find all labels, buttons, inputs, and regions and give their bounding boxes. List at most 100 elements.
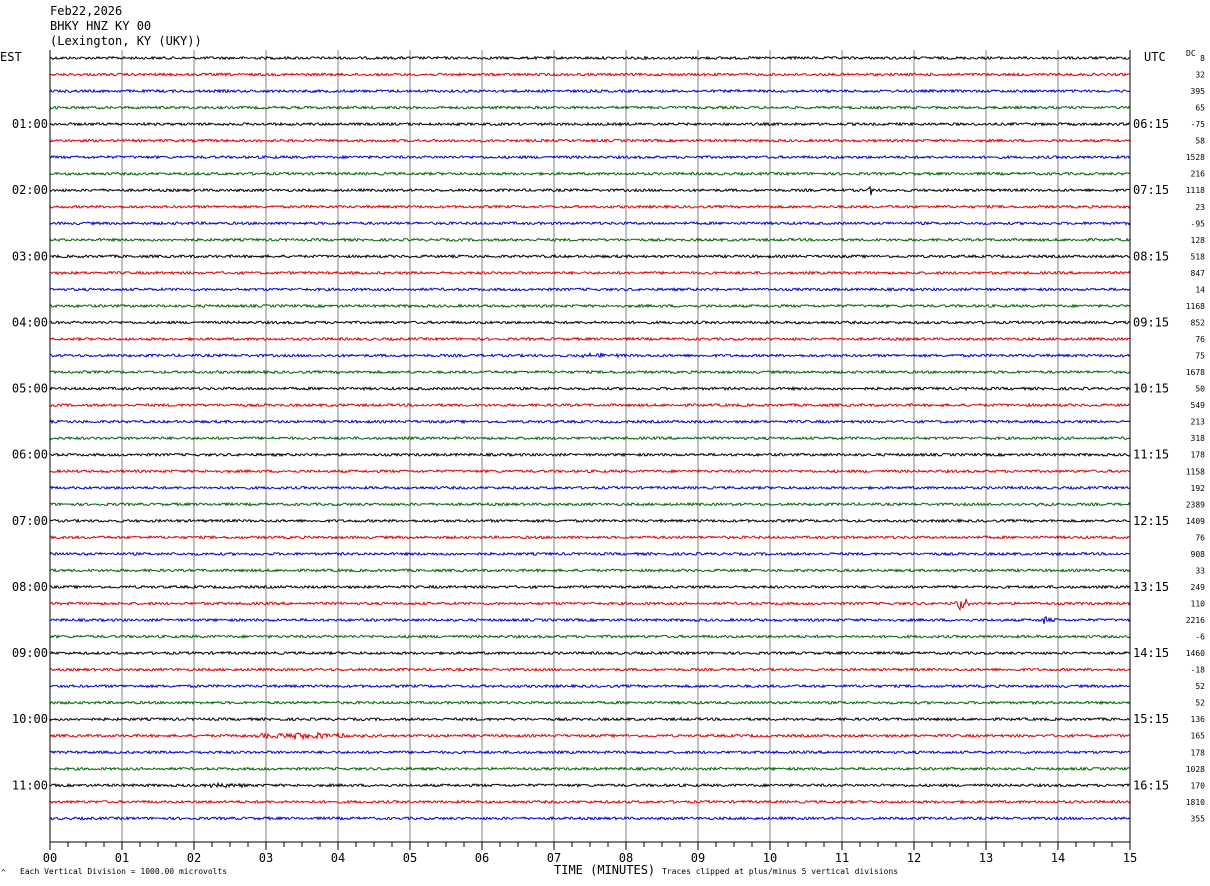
- dc-offset-label: 1118: [1186, 186, 1205, 195]
- hour-label-right: 11:15: [1133, 448, 1169, 462]
- dc-offset-label: 908: [1191, 550, 1206, 559]
- dc-offset-label: 33: [1195, 566, 1205, 575]
- x-tick-label: 00: [43, 851, 57, 865]
- dc-offset-label: -95: [1191, 219, 1206, 228]
- dc-offset-label: 110: [1191, 599, 1206, 608]
- hour-label-right: 07:15: [1133, 183, 1169, 197]
- x-tick-label: 11: [835, 851, 849, 865]
- dc-offset-label: 32: [1195, 71, 1205, 80]
- dc-offset-label: 395: [1191, 87, 1206, 96]
- trace-32: [49, 584, 1131, 590]
- dc-offset-label: 52: [1195, 699, 1205, 708]
- trace-3: [49, 105, 1131, 111]
- hour-label-right: 15:15: [1133, 712, 1169, 726]
- trace-20: [49, 386, 1131, 392]
- x-tick-label: 15: [1123, 851, 1137, 865]
- trace-42: [49, 749, 1131, 755]
- clip-note: Traces clipped at plus/minus 5 vertical …: [662, 867, 899, 876]
- trace-11: [49, 237, 1131, 243]
- x-tick-label: 13: [979, 851, 993, 865]
- trace-0: [49, 55, 1131, 61]
- trace-41: [49, 731, 1131, 741]
- hour-label-right: 10:15: [1133, 382, 1169, 396]
- hour-label-right: 09:15: [1133, 315, 1169, 329]
- trace-30: [49, 551, 1131, 557]
- dc-offset-label: 213: [1191, 418, 1206, 427]
- trace-16: [49, 319, 1131, 325]
- dc-offset-label: 518: [1191, 252, 1206, 261]
- dc-offset-label: 76: [1195, 533, 1205, 542]
- trace-23: [49, 435, 1131, 441]
- x-axis-title: TIME (MINUTES): [554, 863, 656, 877]
- hour-label-right: 12:15: [1133, 514, 1169, 528]
- dc-offset-label: 2216: [1186, 616, 1205, 625]
- x-tick-label: 09: [691, 851, 705, 865]
- x-tick-label: 04: [331, 851, 345, 865]
- trace-6: [49, 154, 1131, 160]
- trace-18: [49, 351, 1131, 359]
- trace-14: [49, 286, 1131, 292]
- hour-label-left: 05:00: [12, 382, 48, 396]
- dc-offset-label: 1528: [1186, 153, 1205, 162]
- dc-offset-label: 14: [1195, 285, 1205, 294]
- trace-24: [49, 452, 1131, 458]
- dc-offset-label: -18: [1191, 666, 1206, 675]
- trace-31: [49, 567, 1131, 574]
- dc-offset-label: 1168: [1186, 302, 1205, 311]
- dc-offset-label: 1810: [1186, 798, 1205, 807]
- left-timezone-label: EST: [0, 50, 22, 64]
- dc-offset-label: 216: [1191, 170, 1206, 179]
- dc-offset-label: 8: [1200, 54, 1205, 63]
- dc-offset-label: 170: [1191, 781, 1206, 790]
- trace-13: [49, 270, 1131, 276]
- dc-offset-label: 249: [1191, 583, 1206, 592]
- trace-46: [49, 815, 1131, 821]
- trace-39: [49, 700, 1131, 706]
- axis-labels: EST UTC DC 00 01 02 03 04 05 06 07 08 09 10 11 12 13 1…: [0, 49, 1205, 865]
- hour-label-left: 08:00: [12, 580, 48, 594]
- dc-offset-header: DC: [1186, 49, 1196, 58]
- hour-label-right: 14:15: [1133, 646, 1169, 660]
- hour-label-left: 11:00: [12, 778, 48, 792]
- x-tick-label: 07: [547, 851, 561, 865]
- trace-37: [49, 666, 1131, 673]
- trace-43: [49, 766, 1131, 772]
- dc-offset-label: 136: [1191, 715, 1206, 724]
- hour-label-left: 09:00: [12, 646, 48, 660]
- dc-offset-label: 1158: [1186, 467, 1205, 476]
- trace-44: [49, 781, 1130, 789]
- hour-label-left: 03:00: [12, 249, 48, 263]
- dc-offset-label: 1460: [1186, 649, 1205, 658]
- chart-header: Feb22,2026 BHKY HNZ KY 00 (Lexington, KY…: [50, 4, 202, 49]
- dc-offset-label: 75: [1195, 352, 1205, 361]
- dc-offset-label: 52: [1195, 682, 1205, 691]
- dc-offset-label: 50: [1195, 385, 1205, 394]
- trace-29: [49, 534, 1131, 540]
- trace-8: [49, 185, 1131, 196]
- trace-17: [49, 336, 1131, 342]
- trace-25: [49, 468, 1131, 474]
- dc-offset-label: -6: [1195, 633, 1205, 642]
- header-date: Feb22,2026: [50, 4, 123, 18]
- trace-27: [49, 501, 1131, 507]
- trace-15: [49, 303, 1131, 309]
- trace-36: [49, 650, 1131, 656]
- plot-frame: [49, 50, 1131, 850]
- header-station: BHKY HNZ KY 00: [50, 19, 152, 33]
- dc-offset-label: 847: [1191, 269, 1206, 278]
- trace-26: [49, 485, 1131, 491]
- dc-offset-label: 128: [1191, 236, 1206, 245]
- x-tick-label: 12: [907, 851, 921, 865]
- dc-offset-label: 318: [1191, 434, 1206, 443]
- trace-5: [49, 138, 1131, 144]
- hour-label-left: 01:00: [12, 117, 48, 131]
- dc-offset-label: 58: [1195, 137, 1205, 146]
- right-timezone-label: UTC: [1144, 50, 1166, 64]
- x-tick-label: 08: [619, 851, 633, 865]
- trace-19: [49, 369, 1131, 375]
- x-tick-label: 02: [187, 851, 201, 865]
- trace-38: [49, 683, 1131, 689]
- x-tick-label: 06: [475, 851, 489, 865]
- hour-label-left: 07:00: [12, 514, 48, 528]
- header-location: (Lexington, KY (UKY)): [50, 34, 202, 48]
